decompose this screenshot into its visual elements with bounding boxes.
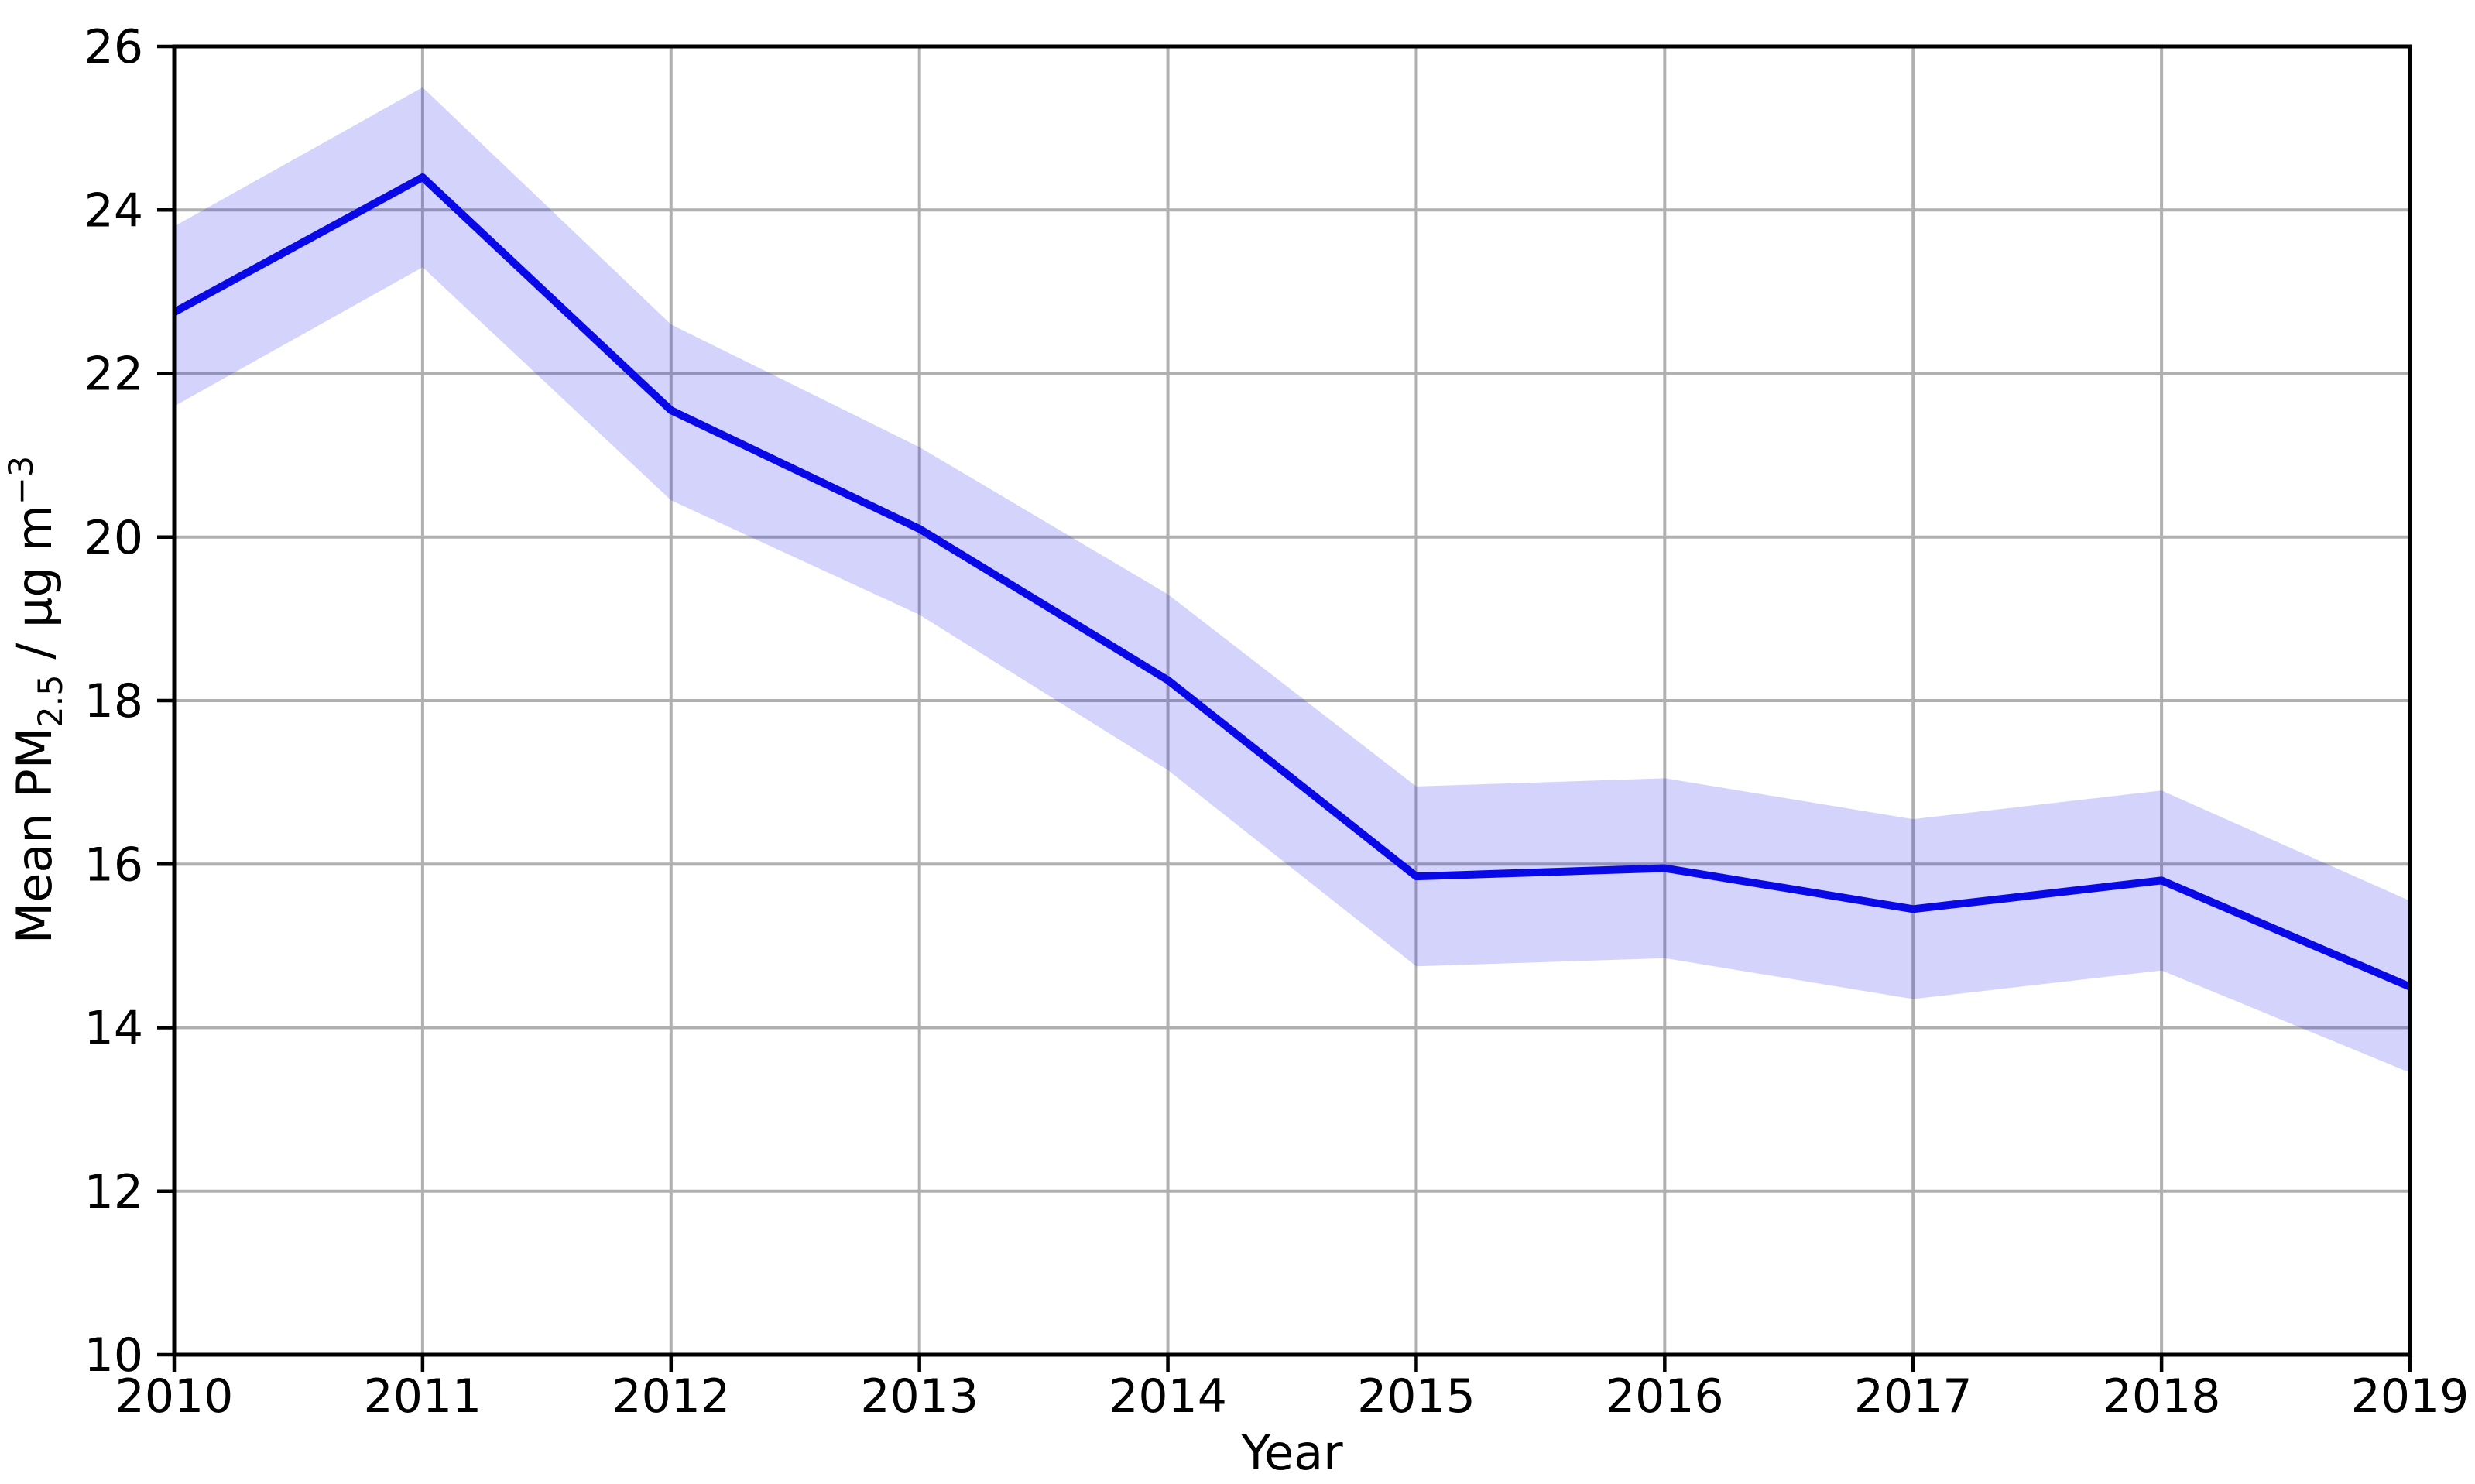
- y-tick-label-24: 24: [84, 183, 143, 238]
- x-tick-label-2017: 2017: [1854, 1369, 1973, 1424]
- y-tick-label-16: 16: [84, 838, 143, 892]
- x-tick-label-2015: 2015: [1357, 1369, 1476, 1424]
- y-axis-label: Mean PM2.5 / μg m−3: [2, 456, 70, 944]
- y-tick-label-22: 22: [84, 348, 143, 402]
- y-tick-label-18: 18: [84, 674, 143, 728]
- y-tick-label-10: 10: [84, 1328, 143, 1383]
- confidence-band-layer: [174, 87, 2410, 1073]
- y-axis-label-part-normal: Mean PM: [6, 728, 63, 944]
- series-layer: [172, 173, 2412, 991]
- x-tick-label-2014: 2014: [1109, 1369, 1227, 1424]
- x-axis-label: Year: [1240, 1424, 1343, 1481]
- confidence-band: [174, 87, 2410, 1073]
- pm25-mean-line: [172, 173, 2412, 991]
- x-tick-label-2011: 2011: [364, 1369, 482, 1424]
- y-axis-label-part-super: −3: [2, 456, 41, 505]
- y-axis-label-part-normal: / μg m: [6, 505, 63, 674]
- y-tick-label-26: 26: [84, 20, 143, 74]
- y-tick-labels: 10 12 14 16 18 20 22 24 26: [84, 20, 143, 1383]
- x-tick-label-2013: 2013: [860, 1369, 979, 1424]
- x-tick-label-2012: 2012: [612, 1369, 730, 1424]
- x-tick-label-2019: 2019: [2351, 1369, 2470, 1424]
- y-axis-label-part-sub: 2.5: [32, 674, 70, 727]
- y-tick-label-12: 12: [84, 1165, 143, 1219]
- x-tick-label-2010: 2010: [115, 1369, 234, 1424]
- x-tick-label-2018: 2018: [2103, 1369, 2221, 1424]
- x-tick-label-2016: 2016: [1606, 1369, 1724, 1424]
- x-tick-labels: 2010 2011 2012 2013 2014 2015 2016 2017 2018 2019: [115, 1369, 2470, 1424]
- tick-marks-layer: [157, 44, 2412, 1372]
- y-tick-label-14: 14: [84, 1002, 143, 1056]
- y-tick-label-20: 20: [84, 511, 143, 565]
